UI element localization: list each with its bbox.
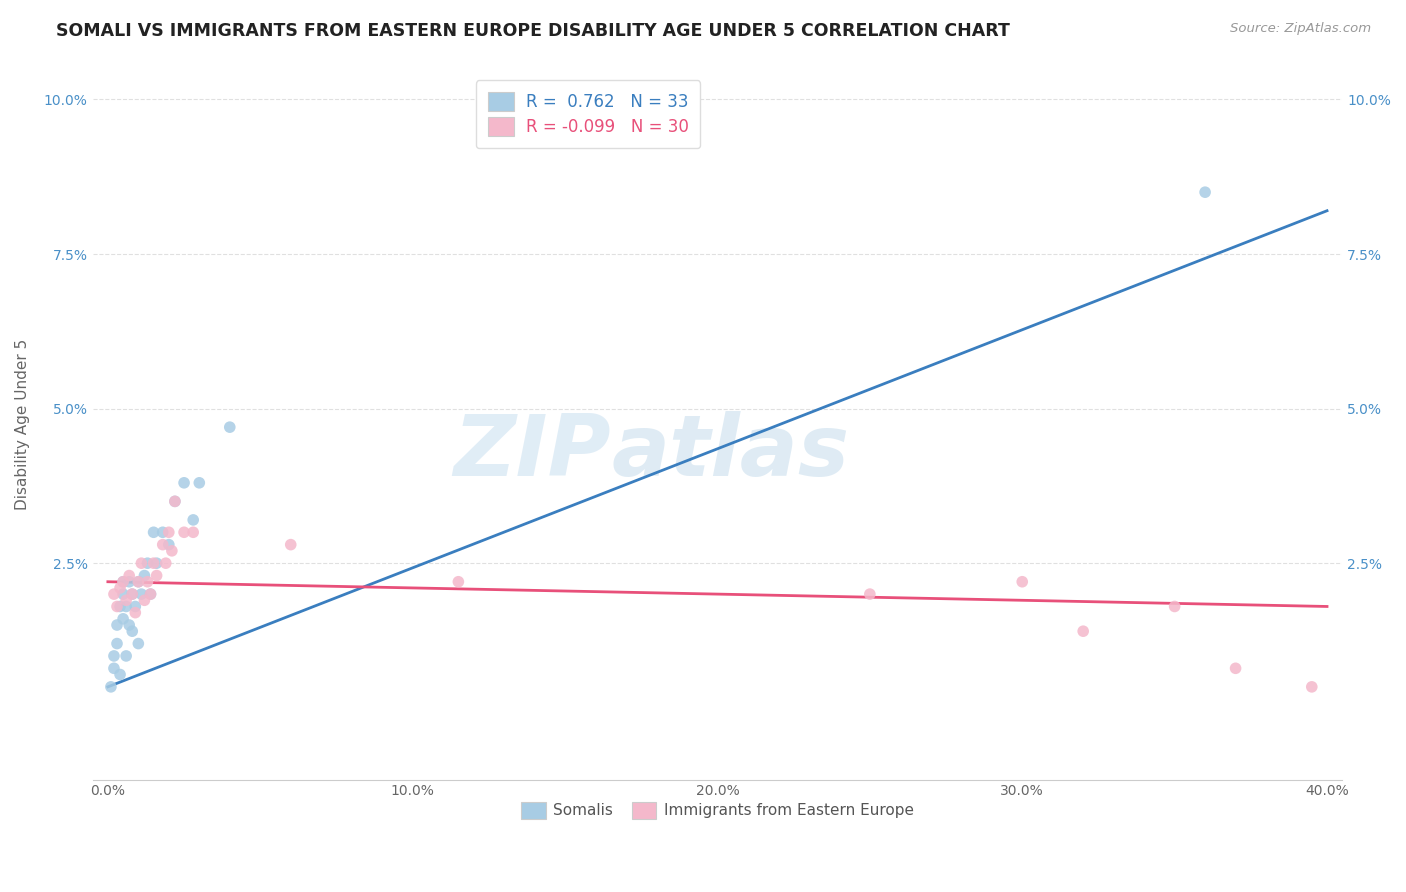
Text: atlas: atlas: [612, 411, 849, 494]
Point: [218, 420, 240, 434]
Point: [142, 525, 165, 540]
Point: [131, 556, 153, 570]
Point: [157, 538, 180, 552]
Point: [112, 587, 135, 601]
Point: [100, 680, 122, 694]
Point: [152, 525, 174, 540]
Point: [105, 618, 128, 632]
Point: [1011, 574, 1033, 589]
Point: [280, 538, 302, 552]
Legend: Somalis, Immigrants from Eastern Europe: Somalis, Immigrants from Eastern Europe: [515, 796, 920, 825]
Point: [115, 648, 138, 663]
Point: [173, 525, 195, 540]
Point: [103, 648, 125, 663]
Text: Source: ZipAtlas.com: Source: ZipAtlas.com: [1230, 22, 1371, 36]
Point: [1163, 599, 1185, 614]
Point: [127, 636, 149, 650]
Point: [163, 494, 186, 508]
Point: [103, 661, 125, 675]
Point: [1071, 624, 1094, 639]
Text: SOMALI VS IMMIGRANTS FROM EASTERN EUROPE DISABILITY AGE UNDER 5 CORRELATION CHAR: SOMALI VS IMMIGRANTS FROM EASTERN EUROPE…: [56, 22, 1010, 40]
Point: [131, 587, 153, 601]
Point: [115, 599, 138, 614]
Point: [136, 556, 159, 570]
Point: [118, 618, 141, 632]
Point: [124, 599, 146, 614]
Point: [859, 587, 882, 601]
Point: [124, 606, 146, 620]
Point: [112, 574, 135, 589]
Point: [1225, 661, 1247, 675]
Point: [121, 587, 143, 601]
Point: [134, 568, 156, 582]
Point: [108, 599, 131, 614]
Point: [121, 624, 143, 639]
Point: [118, 568, 141, 582]
Point: [181, 513, 204, 527]
Point: [181, 525, 204, 540]
Point: [105, 599, 128, 614]
Point: [105, 636, 128, 650]
Point: [127, 574, 149, 589]
Point: [118, 574, 141, 589]
Point: [447, 574, 470, 589]
Point: [163, 494, 186, 508]
Point: [160, 544, 183, 558]
Point: [108, 667, 131, 681]
Point: [127, 574, 149, 589]
Point: [108, 581, 131, 595]
Point: [139, 587, 162, 601]
Point: [103, 587, 125, 601]
Point: [112, 612, 135, 626]
Point: [155, 556, 177, 570]
Point: [173, 475, 195, 490]
Point: [1194, 185, 1216, 199]
Point: [188, 475, 211, 490]
Point: [112, 574, 135, 589]
Point: [134, 593, 156, 607]
Point: [136, 574, 159, 589]
Point: [157, 525, 180, 540]
Point: [152, 538, 174, 552]
Text: ZIP: ZIP: [454, 411, 612, 494]
Y-axis label: Disability Age Under 5: Disability Age Under 5: [15, 338, 30, 509]
Point: [139, 587, 162, 601]
Point: [142, 556, 165, 570]
Point: [115, 593, 138, 607]
Point: [121, 587, 143, 601]
Point: [145, 568, 167, 582]
Point: [1301, 680, 1323, 694]
Point: [145, 556, 167, 570]
